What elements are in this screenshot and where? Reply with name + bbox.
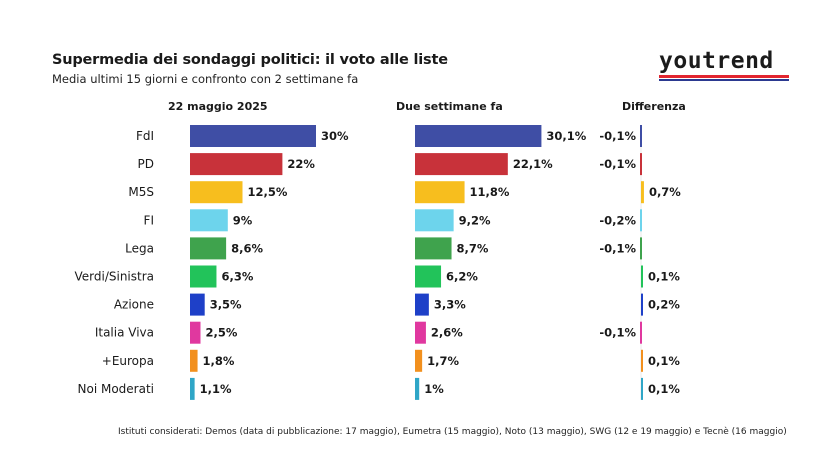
value-label-s2-europa: 1,7% <box>427 354 459 368</box>
value-label-s3-fdi: -0,1% <box>599 129 636 143</box>
category-label-italia-viva: Italia Viva <box>95 326 154 340</box>
bar-s3-verdi-sinistra <box>641 265 643 288</box>
bar-s2-verdi-sinistra <box>415 265 442 288</box>
bar-s2-italia-viva <box>415 321 426 344</box>
bar-s3-pd <box>640 153 642 176</box>
value-label-s1-fdi: 30% <box>321 129 349 143</box>
bar-s3-fdi <box>640 125 642 147</box>
value-label-s3-noi-moderati: 0,1% <box>648 382 680 396</box>
bar-s1-fdi <box>190 125 316 147</box>
logo-underline-red <box>659 75 789 78</box>
bar-s1-m5s <box>190 181 243 204</box>
bar-s1-verdi-sinistra <box>190 265 217 288</box>
value-label-s1-noi-moderati: 1,1% <box>200 382 232 396</box>
value-label-s3-italia-viva: -0,1% <box>599 326 636 340</box>
value-label-s1-verdi-sinistra: 6,3% <box>221 270 253 284</box>
bar-s2-noi-moderati <box>415 377 420 400</box>
value-label-s1-pd: 22% <box>287 157 315 171</box>
value-label-s2-azione: 3,3% <box>434 298 466 312</box>
value-label-s3-fi: -0,2% <box>599 213 636 227</box>
bar-s3-europa <box>641 349 643 372</box>
value-label-s2-italia-viva: 2,6% <box>431 326 463 340</box>
value-label-s1-fi: 9% <box>233 213 253 227</box>
value-label-s3-europa: 0,1% <box>648 354 680 368</box>
value-label-s1-italia-viva: 2,5% <box>206 326 238 340</box>
category-label-pd: PD <box>138 157 154 171</box>
category-label-verdi-sinistra: Verdi/Sinistra <box>74 270 154 284</box>
bar-s2-fi <box>415 209 454 232</box>
youtrend-logo: youtrend <box>659 48 789 82</box>
category-label-fi: FI <box>144 213 154 227</box>
value-label-s3-verdi-sinistra: 0,1% <box>648 270 680 284</box>
bar-s3-azione <box>641 293 643 316</box>
category-label-europa: +Europa <box>102 354 154 368</box>
header-difference: Differenza <box>622 100 686 113</box>
bar-s1-noi-moderati <box>190 377 195 400</box>
category-label-m5s: M5S <box>128 185 154 199</box>
category-label-noi-moderati: Noi Moderati <box>78 382 155 396</box>
footnote: Istituti considerati: Demos (data di pub… <box>118 427 787 437</box>
bar-s2-europa <box>415 349 423 372</box>
value-label-s3-lega: -0,1% <box>599 241 636 255</box>
value-label-s3-m5s: 0,7% <box>649 185 681 199</box>
value-label-s2-fi: 9,2% <box>459 213 491 227</box>
value-label-s2-lega: 8,7% <box>457 241 489 255</box>
value-label-s2-verdi-sinistra: 6,2% <box>446 270 478 284</box>
value-label-s3-pd: -0,1% <box>599 157 636 171</box>
bar-s3-noi-moderati <box>641 377 643 400</box>
value-label-s3-azione: 0,2% <box>648 298 680 312</box>
bar-s1-fi <box>190 209 228 232</box>
bar-s3-fi <box>640 209 642 232</box>
bar-s1-europa <box>190 349 198 372</box>
bar-s2-m5s <box>415 181 465 204</box>
value-label-s1-m5s: 12,5% <box>248 185 288 199</box>
value-label-s2-fdi: 30,1% <box>546 129 586 143</box>
bar-s3-lega <box>640 237 642 260</box>
chart-title: Supermedia dei sondaggi politici: il vot… <box>52 52 448 68</box>
value-label-s1-europa: 1,8% <box>203 354 235 368</box>
value-label-s2-noi-moderati: 1% <box>424 382 444 396</box>
header-previous: Due settimane fa <box>396 100 503 113</box>
bar-s3-m5s <box>641 181 644 204</box>
bar-s1-italia-viva <box>190 321 201 344</box>
value-label-s1-lega: 8,6% <box>231 241 263 255</box>
category-label-azione: Azione <box>114 298 154 312</box>
bar-s3-italia-viva <box>640 321 642 344</box>
bar-s2-pd <box>415 153 508 176</box>
bar-s1-lega <box>190 237 227 260</box>
brand-text: youtrend <box>659 48 774 74</box>
value-label-s1-azione: 3,5% <box>210 298 242 312</box>
bar-s2-lega <box>415 237 452 260</box>
value-label-s2-pd: 22,1% <box>513 157 553 171</box>
bar-s2-fdi <box>415 125 542 147</box>
category-label-lega: Lega <box>125 241 154 255</box>
value-label-s2-m5s: 11,8% <box>470 185 510 199</box>
header-current: 22 maggio 2025 <box>168 100 268 113</box>
logo-underline-blue <box>659 79 789 81</box>
chart-subtitle: Media ultimi 15 giorni e confronto con 2… <box>52 72 359 86</box>
category-label-fdi: FdI <box>136 129 154 143</box>
bar-s2-azione <box>415 293 429 316</box>
bar-s1-pd <box>190 153 283 176</box>
bar-s1-azione <box>190 293 205 316</box>
